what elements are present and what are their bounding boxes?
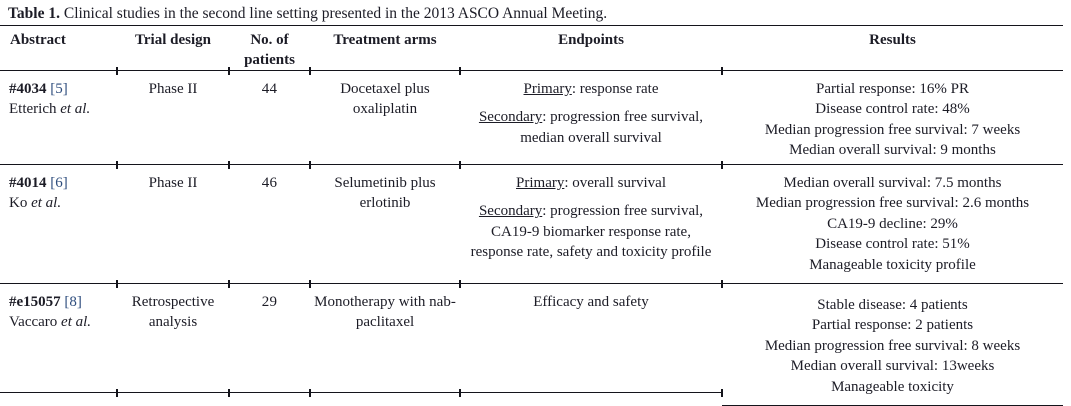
results-cell: Partial response: 16% PR Disease control… — [721, 71, 1063, 169]
abstract-cell: #e15057 [8] Vaccaro et al. — [0, 284, 117, 393]
patients-cell: 29 — [228, 284, 310, 397]
result-line: Median progression free survival: 2.6 mo… — [755, 195, 1030, 212]
endpoint-primary: Primary: overall survival — [464, 173, 718, 193]
treatment-arms-cell: Selumetinib plus erlotinib — [309, 165, 460, 288]
endpoint-primary: Primary: response rate — [464, 79, 718, 99]
result-line: Median overall survival: 9 months — [789, 142, 996, 159]
column-header-abstract: Abstract — [0, 26, 117, 71]
endpoint-secondary: Secondary: progression free survival, me… — [464, 107, 718, 148]
column-header-results: Results — [721, 26, 1063, 75]
endpoints-cell: Primary: overall survival Secondary: pro… — [459, 165, 722, 288]
endpoint-secondary: Secondary: progression free survival, CA… — [464, 201, 718, 262]
abstract-number: #e15057 — [9, 294, 61, 310]
trial-design-cell: Phase II — [116, 165, 229, 288]
abstract-authors: Vaccaro — [9, 314, 62, 331]
result-line: CA19-9 decline: 29% — [827, 215, 958, 232]
result-line: Disease control rate: 51% — [815, 236, 970, 253]
result-line: Partial response: 2 patients — [811, 317, 974, 334]
result-line: Median overall survival: 13weeks — [790, 358, 995, 375]
endpoint-secondary-text: : progression free survival, median over… — [520, 109, 704, 146]
table-row: #e15057 [8] Vaccaro et al. Retrospective… — [0, 284, 1063, 406]
treatment-arms-cell: Monotherapy with nab-paclitaxel — [309, 284, 460, 397]
treatment-arms-cell: Docetaxel plus oxaliplatin — [309, 71, 460, 169]
column-header-treatment-arms: Treatment arms — [309, 26, 460, 75]
abstract-id-line: #4014 [6] — [9, 173, 117, 193]
abstract-authors-line: Ko et al. — [9, 193, 117, 213]
abstract-id-line: #e15057 [8] — [9, 292, 117, 312]
results-cell: Median overall survival: 7.5 months Medi… — [721, 165, 1063, 288]
abstract-etal: et al. — [60, 101, 91, 118]
endpoints-cell: Primary: response rate Secondary: progre… — [459, 71, 722, 169]
endpoint-primary-text: : response rate — [571, 81, 659, 97]
result-line: Manageable toxicity profile — [809, 256, 976, 273]
endpoint-primary-text: : overall survival — [564, 175, 666, 191]
endpoint-primary-label: Primary — [516, 175, 565, 191]
table-caption-label: Table 1. — [8, 5, 60, 22]
abstract-etal: et al. — [61, 314, 92, 331]
result-line: Stable disease: 4 patients — [817, 297, 968, 313]
result-line: Median progression free survival: 8 week… — [764, 337, 1021, 354]
table-caption-text: Clinical studies in the second line sett… — [59, 5, 608, 22]
abstract-cell: #4014 [6] Ko et al. — [0, 165, 117, 284]
result-line: Median progression free survival: 7 week… — [764, 121, 1021, 138]
patients-cell: 46 — [228, 165, 310, 288]
table-row: #4014 [6] Ko et al. Phase II 46 Selumeti… — [0, 165, 1063, 288]
endpoint-secondary-label: Secondary — [478, 203, 543, 220]
column-header-trial-design: Trial design — [116, 26, 229, 75]
abstract-id-line: #4034 [5] — [9, 79, 117, 99]
abstract-authors: Ko — [9, 195, 32, 212]
abstract-number: #4014 — [9, 175, 47, 191]
abstract-authors: Etterich — [9, 101, 61, 118]
result-line: Median overall survival: 7.5 months — [783, 175, 1002, 191]
abstract-authors-line: Etterich et al. — [9, 99, 117, 119]
abstract-authors-line: Vaccaro et al. — [9, 312, 117, 332]
table-header-row: Abstract Trial design No. of patients Tr… — [0, 26, 1063, 75]
reference-link[interactable]: [8] — [64, 294, 82, 310]
abstract-cell: #4034 [5] Etterich et al. — [0, 71, 117, 165]
trial-design-cell: Phase II — [116, 71, 229, 169]
results-cell: Stable disease: 4 patients Partial respo… — [721, 284, 1063, 406]
endpoint-description: Efficacy and safety — [533, 294, 649, 310]
abstract-etal: et al. — [31, 195, 62, 212]
column-header-no-of-patients: No. of patients — [228, 26, 310, 75]
table-caption: Table 1. Clinical studies in the second … — [8, 5, 1071, 23]
result-line: Partial response: 16% PR — [816, 81, 969, 97]
reference-link[interactable]: [5] — [50, 81, 68, 97]
endpoint-text: Efficacy and safety — [464, 292, 718, 312]
endpoint-secondary-label: Secondary — [478, 109, 543, 126]
patients-cell: 44 — [228, 71, 310, 169]
endpoint-secondary-text: : progression free survival, CA19-9 biom… — [470, 203, 712, 261]
table-row: #4034 [5] Etterich et al. Phase II 44 Do… — [0, 71, 1063, 169]
result-line: Disease control rate: 48% — [815, 101, 970, 118]
endpoint-primary-label: Primary — [523, 81, 572, 97]
endpoints-cell: Efficacy and safety — [459, 284, 722, 397]
reference-link[interactable]: [6] — [50, 175, 68, 191]
column-header-endpoints: Endpoints — [459, 26, 722, 75]
clinical-studies-table: Abstract Trial design No. of patients Tr… — [0, 25, 1063, 406]
result-line: Manageable toxicity — [831, 378, 954, 395]
abstract-number: #4034 — [9, 81, 47, 97]
trial-design-cell: Retrospective analysis — [116, 284, 229, 397]
